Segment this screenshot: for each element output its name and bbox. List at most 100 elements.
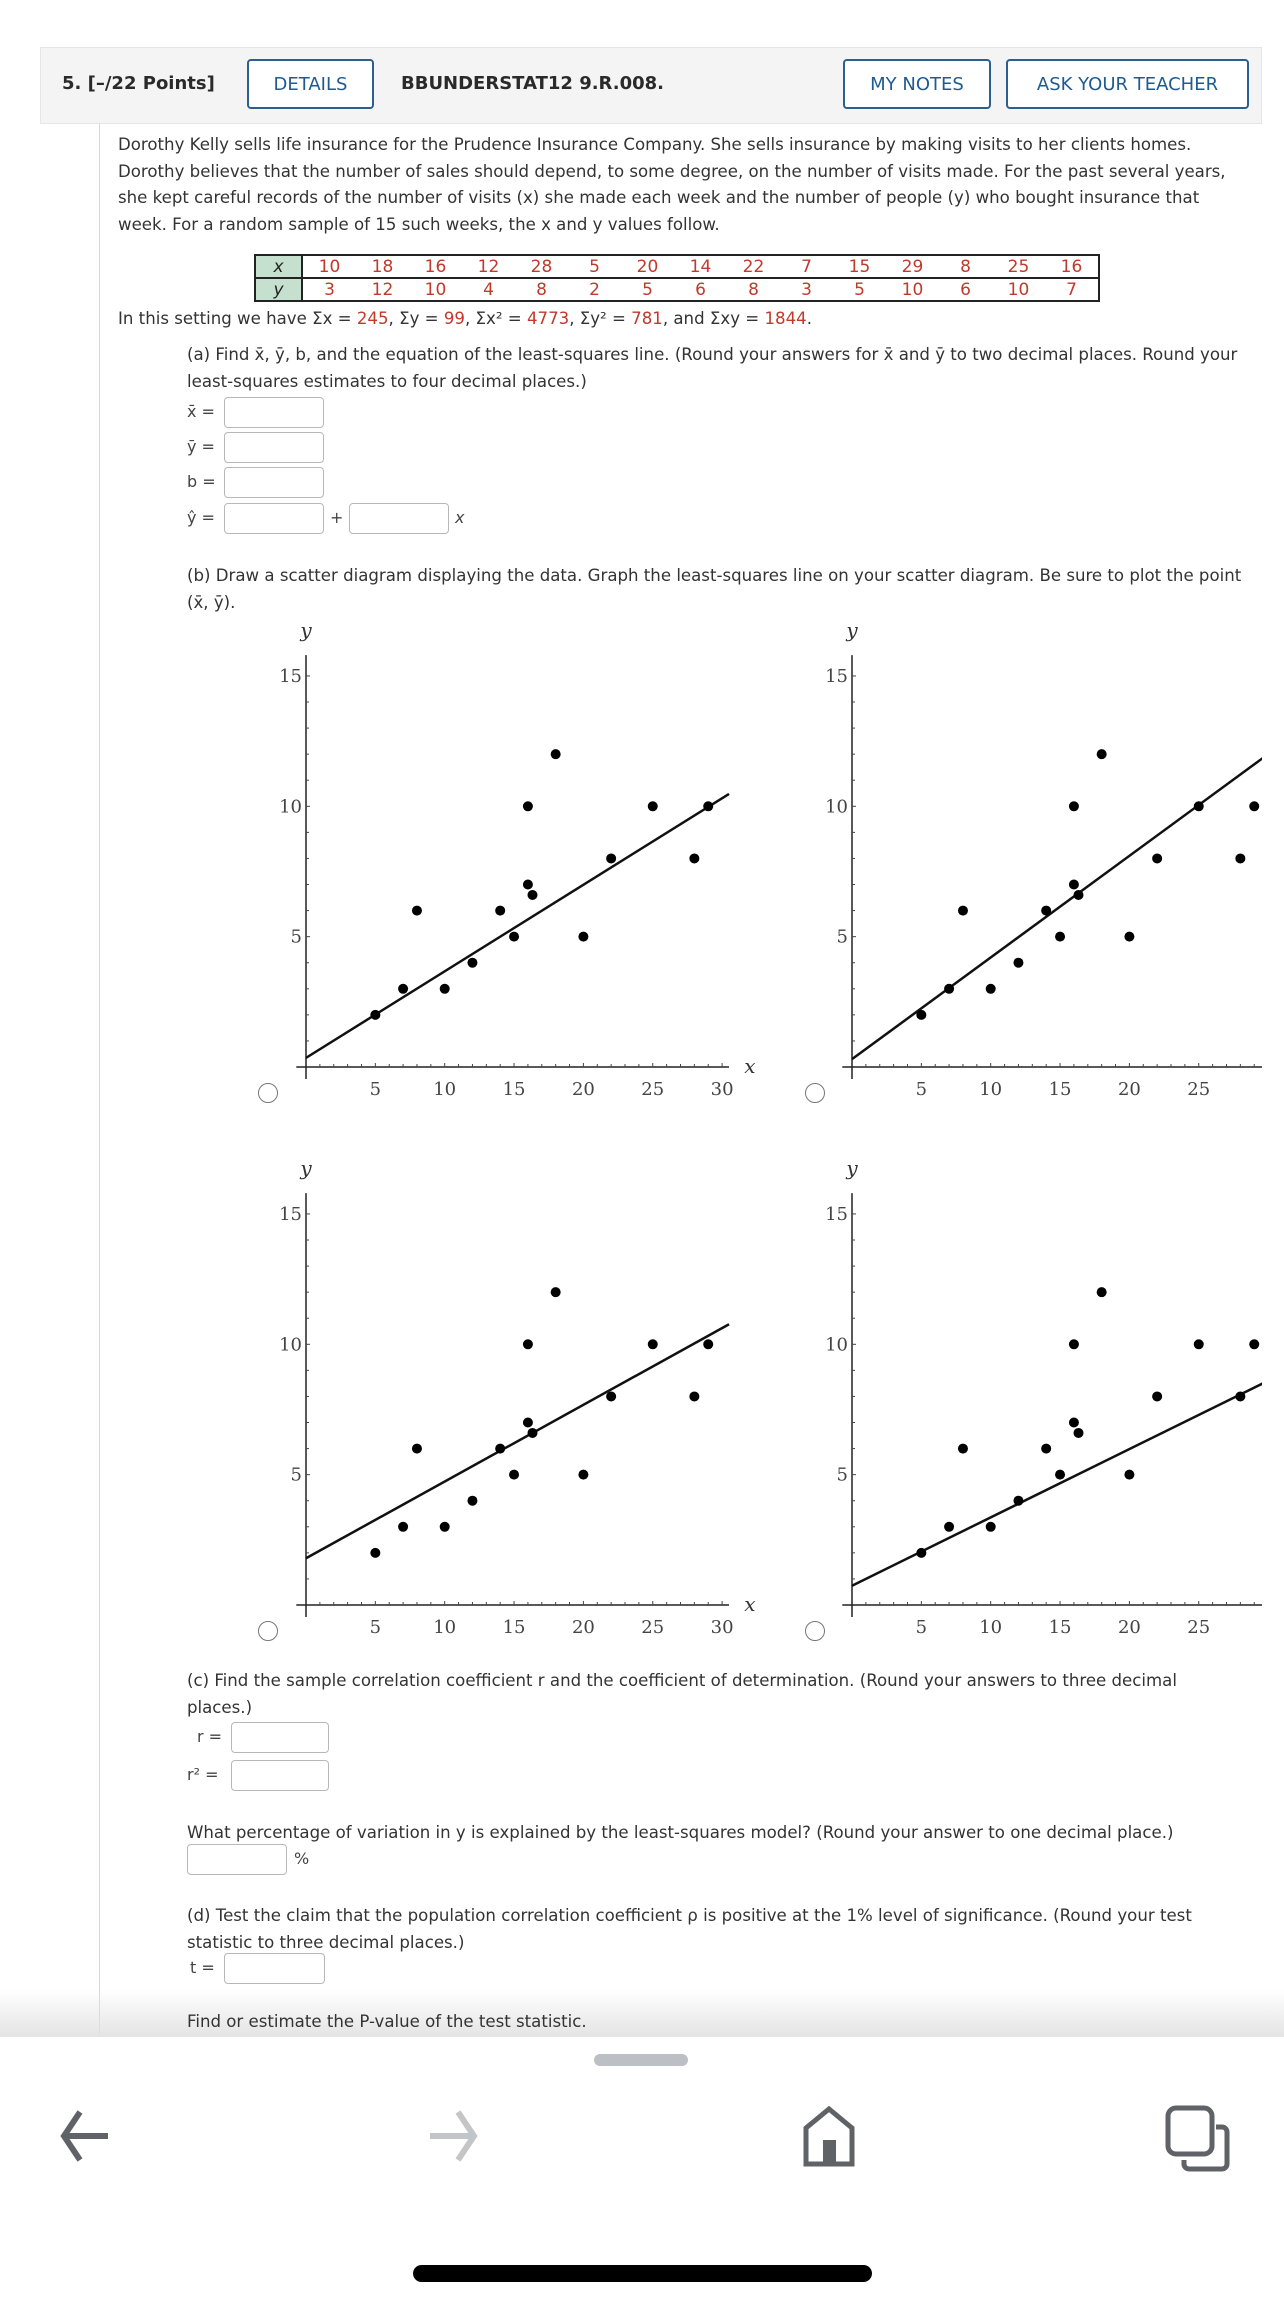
y-value: 12 — [356, 277, 409, 302]
data-point — [411, 905, 422, 916]
data-point — [370, 1547, 381, 1558]
tabs-icon[interactable] — [1164, 2104, 1234, 2172]
data-point — [1041, 1443, 1052, 1454]
option-4-radio[interactable] — [805, 1621, 825, 1641]
data-point — [1249, 801, 1260, 812]
x-value: 16 — [409, 254, 462, 279]
y-value: 8 — [515, 277, 568, 302]
xbar-label: x̄ = — [187, 402, 215, 421]
data-point — [578, 1469, 589, 1480]
x-tick-label: 5 — [916, 1617, 927, 1638]
x-tick-label: 10 — [979, 1079, 1002, 1100]
data-point — [398, 983, 409, 994]
intercept-input[interactable] — [224, 503, 324, 534]
arrow-left-icon[interactable] — [58, 2108, 112, 2164]
data-point — [527, 889, 538, 900]
browser-toolbar — [0, 2037, 1284, 2306]
my-notes-button[interactable]: MY NOTES — [843, 59, 991, 109]
y-tick-label: 10 — [825, 796, 848, 817]
r2-input[interactable] — [231, 1760, 329, 1791]
ybar-input[interactable] — [224, 432, 324, 463]
sums-end: . — [806, 309, 812, 328]
content-divider — [99, 124, 100, 2037]
x-value: 18 — [356, 254, 409, 279]
data-point — [703, 1339, 714, 1350]
coefficient-input[interactable] — [349, 503, 449, 534]
x-tick-label: 5 — [370, 1617, 381, 1638]
x-tick-label: 30 — [711, 1079, 734, 1100]
data-point — [522, 801, 533, 812]
x-tick-label: 15 — [503, 1617, 526, 1638]
sum-y-label: , Σy = — [388, 309, 444, 328]
least-squares-line — [851, 757, 1262, 1061]
ask-teacher-button[interactable]: ASK YOUR TEACHER — [1006, 59, 1249, 109]
x-tick-label: 25 — [1187, 1617, 1210, 1638]
x-value: 12 — [462, 254, 515, 279]
data-point — [985, 1521, 996, 1532]
data-point — [606, 853, 617, 864]
x-axis-label: x — [744, 1054, 755, 1078]
slope-input[interactable] — [224, 467, 324, 498]
data-point — [411, 1443, 422, 1454]
details-button[interactable]: DETAILS — [247, 59, 374, 109]
sums-line: In this setting we have Σx = 245, Σy = 9… — [118, 306, 812, 333]
scatter-chart-3: 5 10 15 20 25 30 5 10 15 x y — [279, 1156, 755, 1638]
percent-sign: % — [294, 1849, 310, 1868]
t-input[interactable] — [224, 1953, 325, 1984]
home-indicator — [413, 2265, 872, 2282]
x-tick-label: 15 — [1049, 1079, 1072, 1100]
x-tick-label: 10 — [979, 1617, 1002, 1638]
data-point — [1073, 1427, 1084, 1438]
option-3-radio[interactable] — [258, 1621, 278, 1641]
y-tick-label: 5 — [837, 1465, 848, 1486]
data-point — [1013, 1495, 1024, 1506]
home-icon[interactable] — [803, 2106, 855, 2168]
arrow-right-icon[interactable] — [428, 2108, 482, 2164]
sum-xy: 1844 — [764, 309, 807, 328]
percentage-question: What percentage of variation in y is exp… — [187, 1823, 1174, 1842]
data-point — [509, 931, 520, 942]
data-point — [1235, 1391, 1246, 1402]
data-point — [522, 1417, 533, 1428]
y-value: 8 — [727, 277, 780, 302]
least-squares-line — [305, 792, 730, 1059]
r2-label: r² = — [187, 1765, 219, 1784]
data-point — [1249, 1339, 1260, 1350]
x-tick-label: 20 — [572, 1079, 595, 1100]
percentage-input[interactable] — [187, 1844, 287, 1875]
sum-y2: 781 — [631, 309, 663, 328]
y-tick-label: 15 — [279, 666, 302, 687]
y-header: y — [254, 277, 303, 302]
part-a-text: (a) Find x̄, ȳ, b, and the equation of t… — [187, 345, 1238, 391]
data-point — [957, 905, 968, 916]
data-point — [703, 801, 714, 812]
part-c-text: (c) Find the sample correlation coeffici… — [187, 1671, 1177, 1717]
y-axis-label: y — [299, 1156, 312, 1180]
data-point — [1055, 1469, 1066, 1480]
y-value: 6 — [674, 277, 727, 302]
x-tick-label: 25 — [641, 1079, 664, 1100]
y-tick-label: 5 — [291, 927, 302, 948]
data-point — [578, 931, 589, 942]
part-b-text: (b) Draw a scatter diagram displaying th… — [187, 566, 1242, 612]
r-input[interactable] — [231, 1722, 329, 1753]
sum-y: 99 — [443, 309, 465, 328]
data-point — [495, 905, 506, 916]
x-axis-label: x — [744, 1592, 755, 1616]
option-2-radio[interactable] — [805, 1083, 825, 1103]
least-squares-line — [851, 1382, 1262, 1587]
x-value: 10 — [302, 254, 356, 279]
y-value: 7 — [1045, 277, 1100, 302]
option-1-radio[interactable] — [258, 1083, 278, 1103]
x-value: 5 — [568, 254, 621, 279]
y-tick-label: 15 — [279, 1204, 302, 1225]
sheet-handle[interactable] — [594, 2054, 688, 2066]
data-point — [944, 1521, 955, 1532]
data-point — [550, 1287, 561, 1298]
y-value: 10 — [992, 277, 1045, 302]
data-point — [527, 1427, 538, 1438]
data-point — [916, 1009, 927, 1020]
data-point — [550, 749, 561, 760]
xbar-input[interactable] — [224, 397, 324, 428]
x-tick-label: 25 — [1187, 1079, 1210, 1100]
